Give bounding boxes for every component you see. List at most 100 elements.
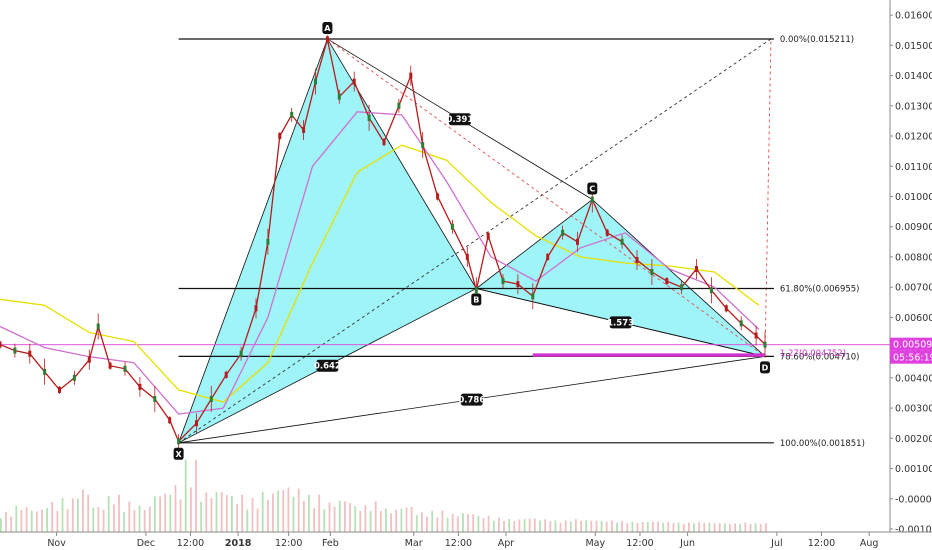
x-tick-label: 12:00 xyxy=(275,538,302,549)
volume-bar xyxy=(164,493,167,532)
volume-bar xyxy=(251,498,254,532)
volume-bar xyxy=(333,506,336,532)
candle-body xyxy=(290,111,294,118)
volume-bar xyxy=(539,520,541,532)
candle-body xyxy=(367,114,371,121)
candle-body xyxy=(123,365,127,372)
volume-bar xyxy=(672,523,675,532)
ratio-badge xyxy=(609,316,632,329)
volume-layer xyxy=(0,459,767,532)
volume-bar xyxy=(97,507,100,532)
ratio-label-1-573: 1.573 xyxy=(607,316,634,329)
volume-bar xyxy=(82,489,84,532)
candle-body xyxy=(680,284,684,291)
candle-body xyxy=(224,371,228,378)
volume-bar xyxy=(138,505,141,532)
volume-bar xyxy=(533,518,536,532)
x-tick-label: Apr xyxy=(498,538,515,549)
candle-body xyxy=(516,281,520,288)
volume-bar xyxy=(0,518,2,532)
volume-bar xyxy=(220,491,223,532)
volume-bar xyxy=(92,507,95,532)
x-tick-label: 2018 xyxy=(225,538,252,549)
pattern-point-label: C xyxy=(589,185,595,194)
volume-bar xyxy=(359,510,362,532)
volume-bar xyxy=(174,485,177,532)
volume-bar xyxy=(569,521,572,532)
volume-bar xyxy=(390,513,392,532)
candle-body xyxy=(0,341,2,348)
volume-bar xyxy=(5,512,7,532)
ratio-value: 1.573 xyxy=(607,318,634,328)
fib-level-label: 78.60%(0.004710) xyxy=(780,352,860,362)
candle-body xyxy=(763,341,767,348)
fib-level-label: 100.00%(0.001851) xyxy=(780,439,865,449)
candle-body xyxy=(474,287,478,294)
candle-body xyxy=(13,347,17,354)
pattern-point-label: A xyxy=(324,24,331,33)
volume-bar xyxy=(364,505,367,532)
candle-body xyxy=(325,36,329,43)
candle-body xyxy=(43,368,47,375)
candle-body xyxy=(314,78,317,85)
volume-bar xyxy=(379,511,382,532)
volume-bar xyxy=(636,523,639,532)
volume-bar xyxy=(369,511,372,532)
volume-bar xyxy=(184,459,187,532)
volume-bar xyxy=(123,512,125,532)
ratio-badge xyxy=(316,359,339,372)
x-tick-label: 12:00 xyxy=(808,538,835,549)
candle-body xyxy=(58,386,61,393)
volume-bar xyxy=(10,516,13,532)
volume-bar xyxy=(580,520,582,532)
candle-body xyxy=(650,269,654,275)
pattern-point-b: B xyxy=(471,293,482,306)
volume-bar xyxy=(195,460,197,532)
volume-bar xyxy=(549,521,552,532)
pattern-point-a: A xyxy=(322,22,333,34)
fib-level-label: 61.80%(0.006955) xyxy=(780,285,860,295)
x-tick-label: Jul xyxy=(770,538,782,549)
volume-bar xyxy=(626,523,629,532)
volume-bar xyxy=(154,496,156,532)
volume-bar xyxy=(415,515,418,532)
volume-bar xyxy=(15,505,18,532)
volume-bar xyxy=(66,509,69,532)
x-tick-label: Feb xyxy=(322,538,339,549)
candle-body xyxy=(665,278,669,285)
candle-body xyxy=(409,72,413,79)
volume-bar xyxy=(200,501,202,532)
price-line xyxy=(0,39,766,443)
volume-bar xyxy=(528,518,531,532)
candle-timer-tag: 05:56:19 xyxy=(890,350,932,364)
volume-bar xyxy=(657,521,659,532)
ratio-badge xyxy=(460,393,483,406)
pattern-labels-layer: X A B C D 0.391 1.573 0.642 0.786 xyxy=(173,22,770,460)
current-price-tag-label: 0.005096 xyxy=(893,340,932,351)
volume-bar xyxy=(621,521,623,532)
candle-body xyxy=(209,396,213,402)
x-tick-label: Dec xyxy=(137,538,155,549)
volume-bar xyxy=(374,501,377,532)
volume-bar xyxy=(210,498,213,532)
volume-bar xyxy=(662,522,665,532)
volume-bar xyxy=(287,487,290,532)
x-tick-label: May xyxy=(585,538,605,549)
candle-body xyxy=(266,238,270,245)
volume-bar xyxy=(456,516,459,532)
volume-bar xyxy=(693,523,695,532)
x-tick-label: 12:00 xyxy=(445,538,472,549)
candle-body xyxy=(450,223,454,230)
candle-body xyxy=(96,323,100,330)
ratio-label-0-786: 0.786 xyxy=(458,393,485,406)
volume-bar xyxy=(410,507,413,532)
volume-bar xyxy=(107,495,110,532)
pattern-point-badge xyxy=(471,293,482,306)
volume-bar xyxy=(441,510,444,532)
